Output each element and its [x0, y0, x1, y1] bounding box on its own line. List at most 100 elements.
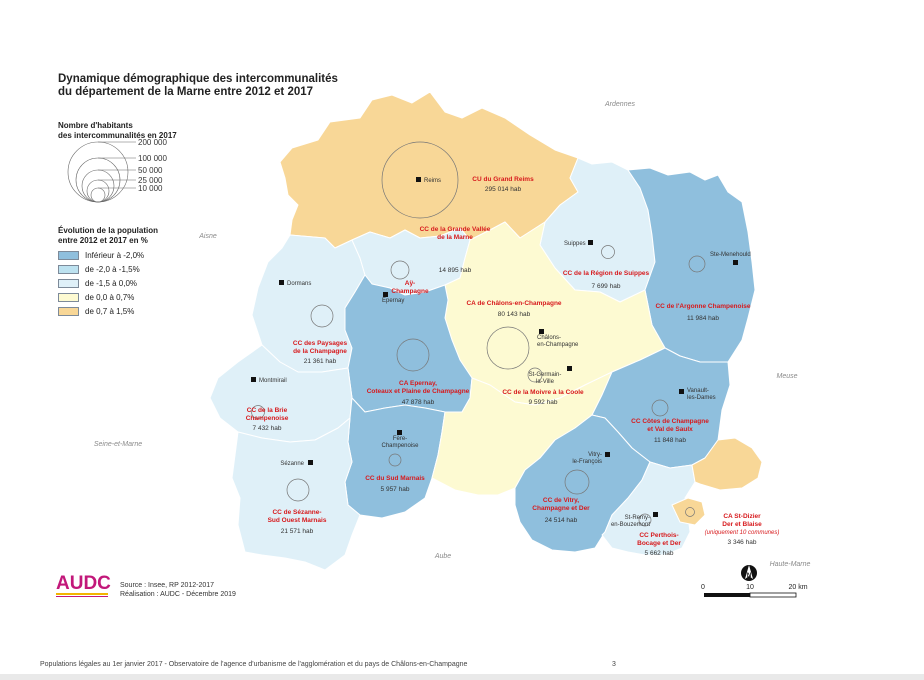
audc-logo: AUDC [56, 573, 111, 597]
neighbor-seine-et-marne: Seine-et-Marne [94, 441, 142, 448]
pop-circle-chalons [486, 326, 530, 370]
region-cc-argonne [627, 167, 756, 363]
legend-class-label: de -2,0 à -1,5% [85, 264, 140, 274]
scale-label-10: 10 [746, 584, 754, 591]
size-value-10000: 10 000 [138, 184, 163, 193]
legend-swatch [58, 264, 79, 274]
size-value-200000: 200 000 [138, 138, 167, 147]
scale-bar: 0 10 20 km [701, 584, 808, 598]
epci-label-paysages-1: CC des Paysages [293, 340, 348, 347]
epci-label-st-dizier-1: CA St-Dizier [723, 513, 761, 520]
epci-label-paysages-2: de la Champagne [293, 348, 347, 355]
size-value-100000: 100 000 [138, 154, 167, 163]
epci-pop-moivre: 9 592 hab [529, 399, 558, 406]
epci-label-vitry-1: CC de Vitry, [543, 497, 579, 504]
neighbor-haute-marne: Haute-Marne [770, 561, 811, 568]
town-marker [605, 452, 610, 457]
town-marker [397, 430, 402, 435]
legend-class-label: de 0,0 à 0,7% [85, 292, 135, 302]
town-marker [588, 240, 593, 245]
epci-label-brie-1: CC de la Brie [247, 407, 288, 414]
legend-class: de -1,5 à 0,0% [58, 278, 137, 288]
map-title: Dynamique démographique des intercommuna… [58, 73, 338, 99]
epci-label-epernay-2: Coteaux et Plaine de Champagne [367, 388, 470, 395]
epci-pop-perthois: 5 662 hab [645, 550, 674, 557]
epci-pop-st-dizier: 3 346 hab [728, 539, 757, 546]
pop-circle-brie [251, 405, 265, 419]
pop-circle-region-suippes [601, 245, 615, 259]
legend-class: de -2,0 à -1,5% [58, 264, 140, 274]
pop-circle-paysages [310, 304, 334, 328]
epci-pop-region-suippes: 7 699 hab [592, 283, 621, 290]
region-ca-st-dizier [691, 437, 763, 491]
epci-label-vitry-2: Champagne et Der [532, 505, 590, 512]
epci-pop-grand-reims: 295 014 hab [485, 186, 522, 193]
epci-label-grande-vallee-2: de la Marne [437, 234, 473, 241]
town-label-vitry-2: le-François [572, 459, 602, 465]
epci-label-brie-2: Champenoise [246, 415, 289, 422]
epci-label-cotes-1: CC Côtes de Champagne [631, 418, 709, 425]
town-label-montmirail: Montmirail [259, 378, 287, 384]
pop-circle-sezanne [286, 478, 310, 502]
page-footer: Populations légales au 1er janvier 2017 … [40, 661, 468, 668]
town-label-epernay: Epernay [382, 298, 404, 304]
region-cu-grand-reims [279, 91, 579, 249]
town-label-vanault-2: les-Dames [687, 395, 716, 401]
source-note: Source : Insee, RP 2012-2017 Réalisation… [120, 581, 236, 599]
town-marker [733, 260, 738, 265]
size-legend-title: Nombre d'habitants des intercommunalités… [58, 121, 177, 141]
town-label-dormans: Dormans [287, 281, 311, 287]
town-marker [279, 280, 284, 285]
epci-note-st-dizier: (uniquement 10 communes) [705, 530, 780, 536]
region-cc-sezanne [231, 417, 361, 571]
size-legend-title-line1: Nombre d'habitants [58, 121, 133, 130]
town-marker [383, 292, 388, 297]
town-label-vitry-1: Vitry- [588, 452, 602, 458]
neighbor-aisne: Aisne [198, 233, 217, 240]
pop-circle-epernay [396, 338, 430, 372]
evolution-legend-title-line2: entre 2012 et 2017 en % [58, 236, 148, 245]
epci-pop-brie: 7 432 hab [253, 425, 282, 432]
town-label-fere-1: Fère- [393, 436, 407, 442]
legend-class-label: Inférieur à -2,0% [85, 250, 145, 260]
town-label-chalons-1: Châlons- [537, 335, 561, 341]
town-label-ste-menehould: Ste-Menehould [710, 252, 751, 258]
pop-circle-sud-marnais [388, 453, 402, 467]
town-label-sezanne: Sézanne [280, 461, 304, 467]
size-legend-title-line2: des intercommunalités en 2017 [58, 131, 177, 140]
epci-pop-cotes: 11 848 hab [654, 437, 686, 444]
bottom-bar [0, 674, 924, 680]
epci-pop-chalons: 80 143 hab [498, 311, 531, 318]
epci-label-chalons: CA de Châlons-en-Champagne [466, 300, 561, 307]
town-label-vanault-1: Vanault- [687, 388, 709, 394]
town-marker [308, 460, 313, 465]
town-label-st-remy-1: St-Remy- [625, 515, 650, 521]
town-label-fere-2: Champenoise [381, 443, 419, 449]
scale-label-20: 20 km [788, 584, 807, 591]
town-label-st-germain-2: la-Ville [536, 379, 555, 385]
epci-pop-epernay: 47 878 hab [402, 399, 435, 406]
evolution-legend-title: Évolution de la population entre 2012 et… [58, 226, 158, 246]
evolution-legend-title-line1: Évolution de la population [58, 226, 158, 235]
town-label-st-remy-2: en-Bouzemont [611, 522, 650, 528]
town-marker [251, 377, 256, 382]
town-marker [679, 389, 684, 394]
epci-label-grand-reims: CU du Grand Reims [472, 176, 534, 183]
epci-label-ay-2: Champagne [391, 288, 429, 295]
page-number: 3 [612, 661, 616, 668]
epci-label-region-suippes: CC de la Région de Suippes [563, 270, 650, 277]
town-marker [567, 366, 572, 371]
pop-circle-moivre [527, 367, 543, 383]
town-label-st-germain-1: St-Germain- [529, 372, 562, 378]
town-label-suippes: Suippes [564, 241, 586, 247]
legend-class: de 0,0 à 0,7% [58, 292, 134, 302]
pop-circle-vitry [564, 469, 590, 495]
legend-class: Inférieur à -2,0% [58, 250, 144, 260]
epci-label-perthois-2: Bocage et Der [637, 540, 681, 547]
logo-text: AUDC [56, 573, 111, 594]
pop-circle-argonne [688, 255, 706, 273]
epci-label-cotes-2: et Val de Saulx [647, 426, 693, 433]
legend-swatch [58, 306, 79, 316]
size-legend-circles [67, 141, 136, 203]
epci-label-perthois-1: CC Perthois- [639, 532, 678, 539]
